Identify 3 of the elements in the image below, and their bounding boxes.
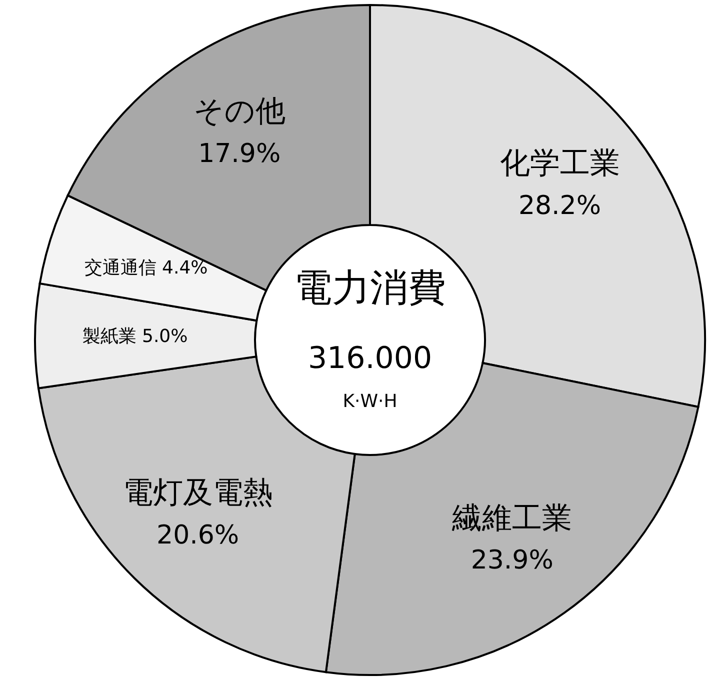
title: 電力消費 bbox=[294, 265, 446, 310]
annotation: 316.000 bbox=[308, 341, 432, 376]
annotation: K·W·H bbox=[342, 390, 398, 412]
